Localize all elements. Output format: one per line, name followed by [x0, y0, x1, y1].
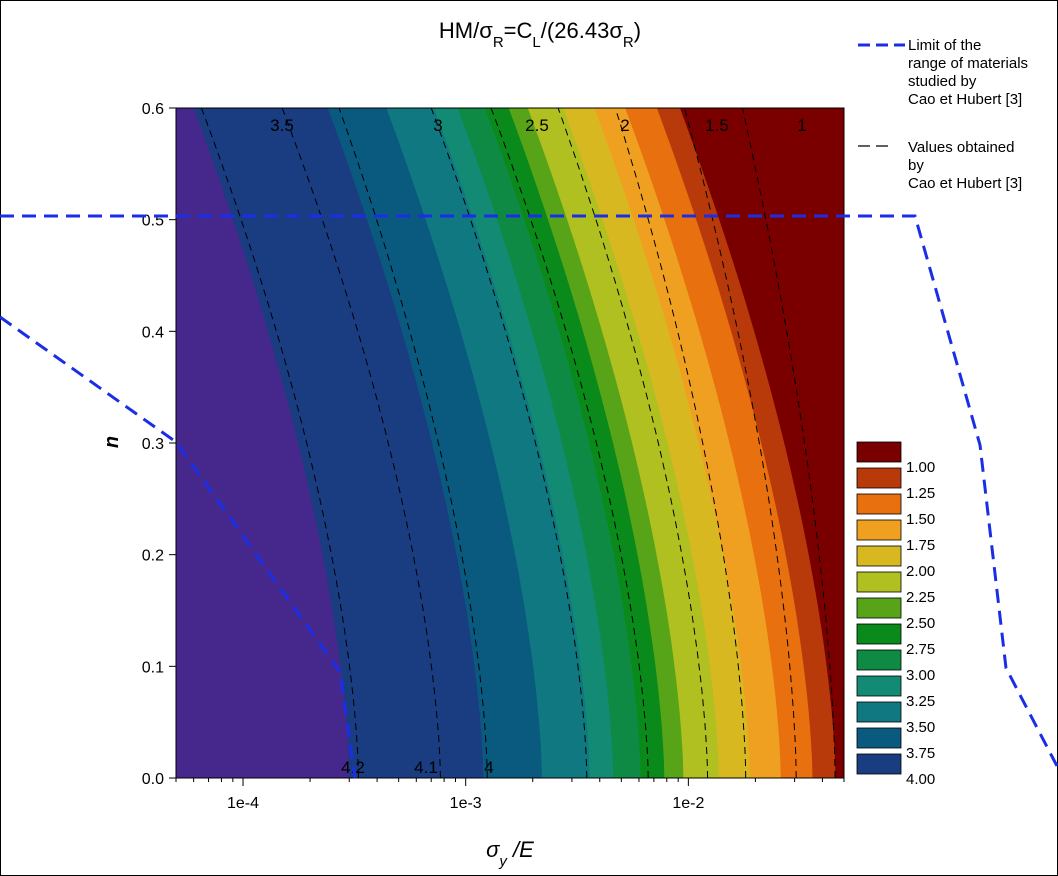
colorbar: 1.00 1.25 1.50 1.75 2.00 2.25 2.50 2.75 3.00 3.25…: [856, 441, 935, 788]
colorbar-label: 2.25: [906, 589, 935, 606]
reference-curve-1: [742, 108, 836, 778]
axes: 0.00.10.20.30.40.50.61e-4 1e-3 1e-2: [142, 101, 845, 812]
curve-labels: 3.5 3 2.5 2 1.5 14.2 4.1 4: [270, 116, 807, 777]
colorbar-swatch: [856, 701, 902, 723]
x-axis-label: σy /E: [486, 837, 534, 870]
colorbar-swatch: [856, 467, 902, 489]
colorbar-label: 2.00: [906, 563, 935, 580]
y-tick-label: 0.1: [142, 659, 164, 676]
legend-label-values: by: [908, 157, 924, 174]
colorbar-swatch: [856, 753, 902, 775]
reference-curves: [200, 108, 836, 778]
colorbar-swatch: [856, 623, 902, 645]
x-tick-label: 1e-4: [227, 795, 259, 812]
x-tick-label: 1e-3: [450, 795, 482, 812]
limit-lines: [0, 214, 1058, 779]
y-tick-label: 0.2: [142, 548, 164, 565]
reference-curve-4: [338, 108, 488, 778]
reference-curve-2.5: [557, 108, 709, 778]
colorbar-swatch: [856, 519, 902, 541]
reference-curve-1.5: [683, 108, 797, 778]
limit-line-lower: [0, 315, 357, 779]
curve-label-top: 3: [433, 116, 442, 135]
colorbar-label: 3.75: [906, 745, 935, 762]
colorbar-swatch: [856, 649, 902, 671]
curve-label-bottom: 4: [484, 758, 493, 777]
colorbar-label: 3.00: [906, 667, 935, 684]
reference-curve-3.5: [430, 108, 588, 778]
colorbar-label: 3.25: [906, 693, 935, 710]
limit-line-upper: [0, 214, 1058, 769]
legend-label-values: Values obtained: [908, 139, 1014, 156]
x-tick-label: 1e-2: [672, 795, 704, 812]
colorbar-label: 1.25: [906, 485, 935, 502]
y-tick-label: 0.3: [142, 436, 164, 453]
colorbar-swatch: [856, 675, 902, 697]
colorbar-swatch: [856, 441, 902, 463]
reference-curve-3: [490, 108, 649, 778]
legend-label-values: Cao et Hubert [3]: [908, 175, 1022, 192]
curve-label-top: 1.5: [705, 116, 729, 135]
chart-title: HM/σR=CL/(26.43σR): [439, 18, 641, 51]
colorbar-label: 1.00: [906, 459, 935, 476]
y-axis-label: n: [101, 436, 123, 448]
colorbar-swatch: [856, 727, 902, 749]
curve-label-top: 2.5: [525, 116, 549, 135]
colorbar-label: 3.50: [906, 719, 935, 736]
reference-curve-4.2: [200, 108, 359, 778]
y-tick-label: 0.0: [142, 771, 164, 788]
y-tick-label: 0.4: [142, 324, 164, 341]
curve-label-top: 3.5: [270, 116, 294, 135]
curve-label-top: 1: [797, 116, 806, 135]
band-4.25: [176, 108, 350, 778]
legend-label-limit: Limit of the: [908, 37, 981, 54]
colorbar-label: 4.00: [906, 771, 935, 788]
colorbar-swatch: [856, 493, 902, 515]
colorbar-label: 2.75: [906, 641, 935, 658]
curve-label-top: 2: [620, 116, 629, 135]
legend-label-limit: studied by: [908, 73, 977, 90]
curve-label-bottom: 4.1: [414, 758, 438, 777]
legend-label-limit: range of materials: [908, 55, 1028, 72]
reference-curve-2: [614, 108, 747, 778]
colorbar-swatch: [856, 545, 902, 567]
contour-bands: [176, 108, 844, 778]
legend-label-limit: Cao et Hubert [3]: [908, 91, 1022, 108]
reference-curve-4.1: [281, 108, 441, 778]
colorbar-label: 1.75: [906, 537, 935, 554]
colorbar-swatch: [856, 597, 902, 619]
colorbar-label: 1.50: [906, 511, 935, 528]
y-tick-label: 0.6: [142, 101, 164, 118]
colorbar-label: 2.50: [906, 615, 935, 632]
colorbar-swatch: [856, 571, 902, 593]
